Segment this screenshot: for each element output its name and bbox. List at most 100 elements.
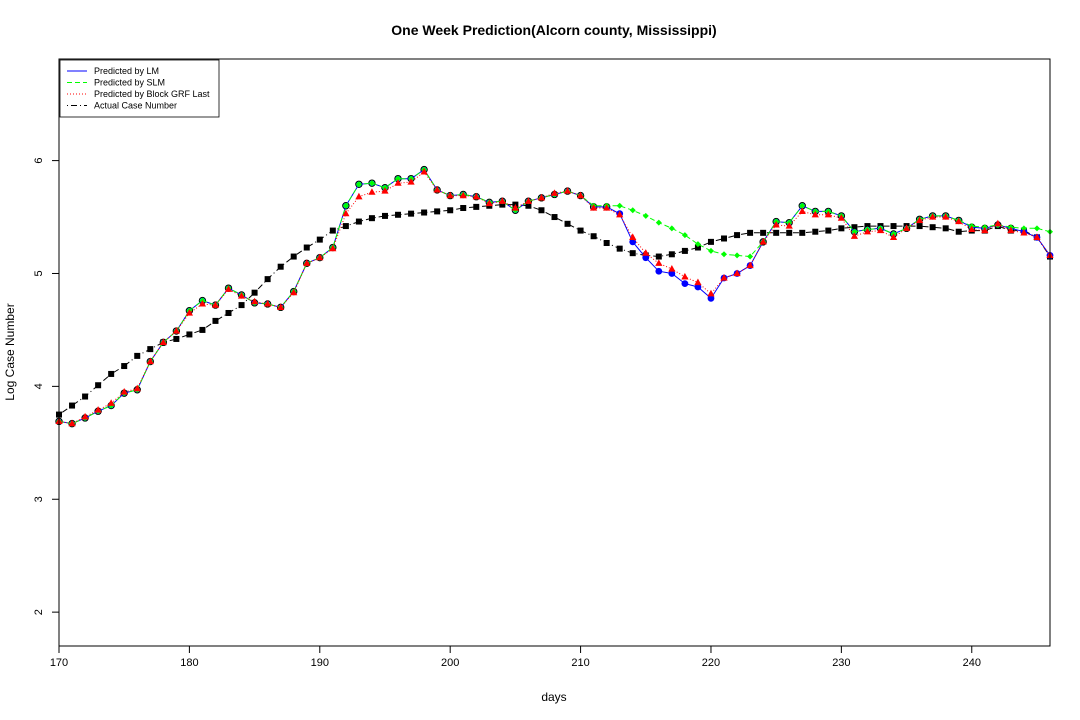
data-point xyxy=(759,237,767,245)
data-point xyxy=(381,187,389,194)
data-point xyxy=(929,213,937,220)
data-point xyxy=(316,253,324,261)
data-point xyxy=(916,223,923,230)
y-tick-label: 4 xyxy=(33,383,45,389)
data-point xyxy=(576,191,585,199)
data-point xyxy=(224,285,233,292)
data-point xyxy=(81,412,89,420)
data-point xyxy=(590,204,598,211)
data-point xyxy=(1033,233,1041,240)
data-point xyxy=(264,299,272,307)
data-point xyxy=(942,225,949,232)
data-point xyxy=(929,224,936,231)
data-point xyxy=(303,259,311,266)
y-axis-label: Log Case Number xyxy=(3,303,17,400)
axes-layer: 170 180 190 200 210 220 230 240 2 3 4 5 6 xyxy=(33,158,981,669)
data-point xyxy=(472,192,480,200)
data-point xyxy=(616,202,623,209)
data-point xyxy=(146,357,154,365)
data-point xyxy=(707,247,714,254)
data-point xyxy=(107,399,115,406)
data-point xyxy=(69,402,76,409)
data-point xyxy=(525,202,532,209)
plot-frame xyxy=(58,58,1051,647)
data-point xyxy=(734,252,741,259)
chart-title: One Week Prediction(Alcorn county, Missi… xyxy=(391,22,716,38)
data-point xyxy=(186,331,193,338)
y-tick-label: 6 xyxy=(33,158,45,164)
data-point xyxy=(968,225,976,233)
x-tick-label: 210 xyxy=(571,657,589,669)
data-point xyxy=(668,264,676,272)
data-point xyxy=(511,204,519,211)
data-point xyxy=(733,269,741,277)
data-point xyxy=(681,247,688,254)
data-point xyxy=(564,220,571,227)
y-tick-label: 2 xyxy=(33,609,45,615)
data-point xyxy=(720,273,728,281)
data-point xyxy=(368,180,375,187)
data-point xyxy=(616,210,624,218)
x-tick-label: 180 xyxy=(180,657,198,669)
data-point xyxy=(421,209,428,216)
data-point xyxy=(395,211,402,218)
data-point xyxy=(133,384,141,392)
data-point xyxy=(212,317,219,324)
data-point xyxy=(355,192,363,200)
data-point xyxy=(185,308,193,316)
data-point xyxy=(734,232,741,239)
data-point xyxy=(707,289,715,297)
series-predicted-by-slm xyxy=(56,166,1053,427)
data-point xyxy=(68,419,76,427)
x-tick-label: 190 xyxy=(311,657,329,669)
data-point xyxy=(485,199,493,207)
data-point xyxy=(94,406,102,413)
data-point xyxy=(408,210,415,217)
legend-label: Predicted by LM xyxy=(94,66,159,76)
data-point xyxy=(368,188,376,195)
data-point xyxy=(889,233,898,240)
data-point xyxy=(303,244,310,251)
data-point xyxy=(199,326,206,333)
data-point xyxy=(655,259,663,266)
data-point xyxy=(721,235,728,242)
series-line xyxy=(58,204,1051,416)
data-point xyxy=(434,208,441,215)
legend-box xyxy=(59,59,220,118)
data-point xyxy=(798,207,806,214)
data-point xyxy=(746,261,754,269)
data-point xyxy=(642,249,650,256)
data-point xyxy=(250,297,259,305)
data-point xyxy=(876,226,885,234)
data-point xyxy=(277,303,285,310)
series-predicted-by-lm xyxy=(55,165,1054,428)
data-point xyxy=(902,224,911,231)
data-point xyxy=(329,244,337,252)
data-point xyxy=(368,215,375,222)
data-point xyxy=(837,214,845,221)
series-line xyxy=(58,171,1051,425)
data-point xyxy=(459,191,467,199)
x-tick-label: 170 xyxy=(50,657,68,669)
data-point xyxy=(955,217,963,225)
data-point xyxy=(446,191,454,199)
data-point xyxy=(447,207,454,214)
data-point xyxy=(251,289,258,296)
data-point xyxy=(537,193,546,201)
data-point xyxy=(994,219,1002,227)
data-point xyxy=(850,232,859,239)
x-tick-label: 200 xyxy=(441,657,459,669)
data-point xyxy=(785,222,793,229)
data-point xyxy=(681,272,689,280)
x-tick-label: 240 xyxy=(963,657,981,669)
data-point xyxy=(824,210,832,218)
data-point xyxy=(498,197,506,204)
data-point xyxy=(407,178,415,185)
series-line xyxy=(58,168,1051,425)
legend: Predicted by LM Predicted by SLMPredicted… xyxy=(59,59,220,118)
data-point xyxy=(629,233,637,240)
series-predicted-by-block-grf-last xyxy=(55,167,1054,427)
legend-label: Predicted by Block GRF Last xyxy=(94,89,210,99)
data-point xyxy=(981,226,989,234)
